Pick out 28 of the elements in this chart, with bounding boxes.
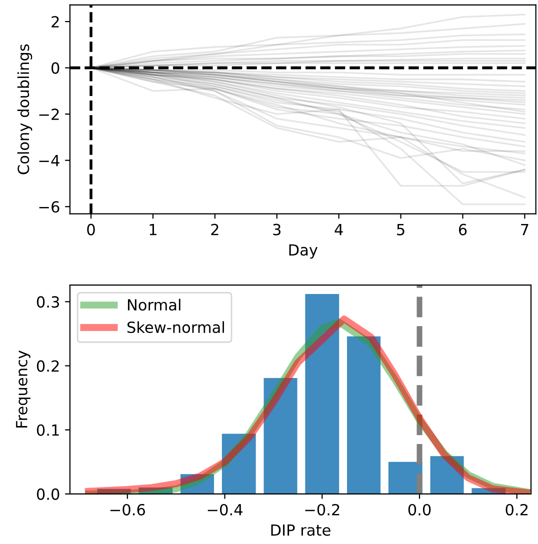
x-tick-label: 0.0 xyxy=(408,504,431,516)
legend-label: Normal xyxy=(128,298,180,311)
y-tick-label: 0.0 xyxy=(36,488,60,500)
x-axis-title: DIP rate xyxy=(271,524,330,536)
y-tick-label: 2 xyxy=(52,16,59,28)
y-tick-label: −2 xyxy=(39,108,59,120)
x-tick-label: 6 xyxy=(458,224,467,236)
x-tick-label: 0.2 xyxy=(506,504,528,516)
legend-label: Skew-normal xyxy=(127,321,224,334)
y-tick-label: −4 xyxy=(39,155,60,166)
y-tick-label: 0.3 xyxy=(36,296,59,308)
y-tick-label: 0.1 xyxy=(36,424,59,436)
x-tick-label: −0.4 xyxy=(208,504,242,516)
x-tick-label: 3 xyxy=(273,224,281,236)
x-tick-label: 0 xyxy=(87,224,95,236)
y-tick-label: −6 xyxy=(39,201,60,213)
y-tick-label: 0 xyxy=(52,62,60,74)
x-tick-label: 1 xyxy=(150,224,156,236)
y-tick-label: 0.2 xyxy=(36,360,59,372)
x-tick-label: −0.6 xyxy=(110,504,145,516)
x-tick-label: −0.2 xyxy=(305,504,340,516)
y-axis-title: Colony doublings xyxy=(17,44,32,174)
x-tick-label: 7 xyxy=(521,224,528,236)
y-axis-title: Frequency xyxy=(16,350,30,428)
x-tick-label: 2 xyxy=(211,224,218,236)
x-tick-label: 5 xyxy=(397,224,404,236)
x-axis-title: Day xyxy=(289,244,318,259)
x-tick-label: 4 xyxy=(334,224,343,236)
